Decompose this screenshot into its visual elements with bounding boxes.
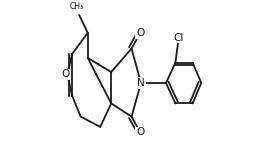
- Text: O: O: [136, 28, 144, 38]
- Text: O: O: [62, 69, 70, 79]
- Text: O: O: [136, 127, 144, 137]
- Text: Cl: Cl: [173, 33, 184, 43]
- Text: N: N: [137, 78, 145, 88]
- Text: CH₃: CH₃: [70, 2, 84, 11]
